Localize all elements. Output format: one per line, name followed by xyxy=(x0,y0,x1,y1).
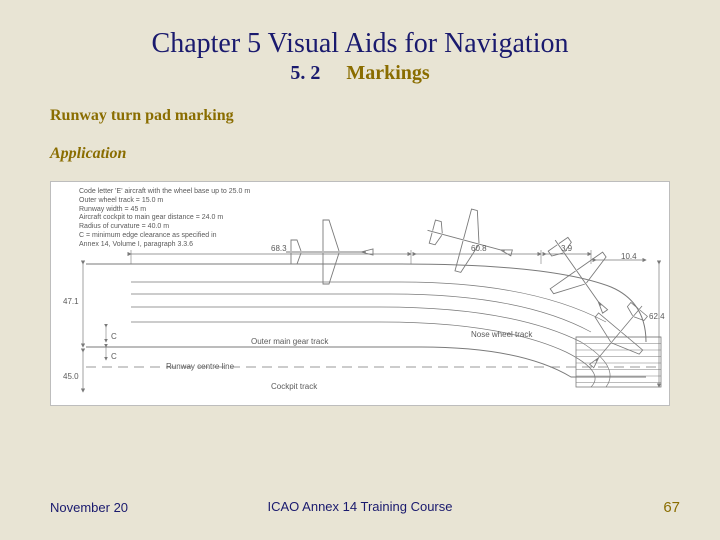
footer-course: ICAO Annex 14 Training Course xyxy=(268,499,453,514)
section-number: 5. 2 xyxy=(290,62,320,85)
dim-top-left: 68.3 xyxy=(271,244,287,253)
subheading-application: Application xyxy=(50,145,680,163)
dim-right-side: 62.4 xyxy=(649,312,665,321)
dim-left-bottom: 45.0 xyxy=(63,372,79,381)
label-nose-wheel: Nose wheel track xyxy=(471,330,532,339)
chapter-title: Chapter 5 Visual Aids for Navigation xyxy=(40,28,680,60)
subheading-topic: Runway turn pad marking xyxy=(50,107,680,125)
slide-footer: November 20 ICAO Annex 14 Training Cours… xyxy=(0,499,720,516)
footer-page-number: 67 xyxy=(663,499,680,516)
section-title: Markings xyxy=(346,62,429,85)
diagram-svg xyxy=(51,182,671,407)
label-outer-track: Outer main gear track xyxy=(251,337,328,346)
dim-top-right-a: 60.8 xyxy=(471,244,487,253)
section-line: 5. 2 Markings xyxy=(40,62,680,85)
dim-far-right: 10.4 xyxy=(621,252,637,261)
dim-left-mid: 47.1 xyxy=(63,297,79,306)
label-cockpit-track: Cockpit track xyxy=(271,382,317,391)
turn-pad-diagram: Code letter 'E' aircraft with the wheel … xyxy=(50,181,670,406)
label-centre-line: Runway centre line xyxy=(166,362,234,371)
dim-clearance-1: C xyxy=(111,332,117,341)
dim-clearance-2: C xyxy=(111,352,117,361)
dim-top-right-b: 3.9 xyxy=(561,244,572,253)
footer-date: November 20 xyxy=(50,500,128,515)
slide: Chapter 5 Visual Aids for Navigation 5. … xyxy=(0,0,720,540)
